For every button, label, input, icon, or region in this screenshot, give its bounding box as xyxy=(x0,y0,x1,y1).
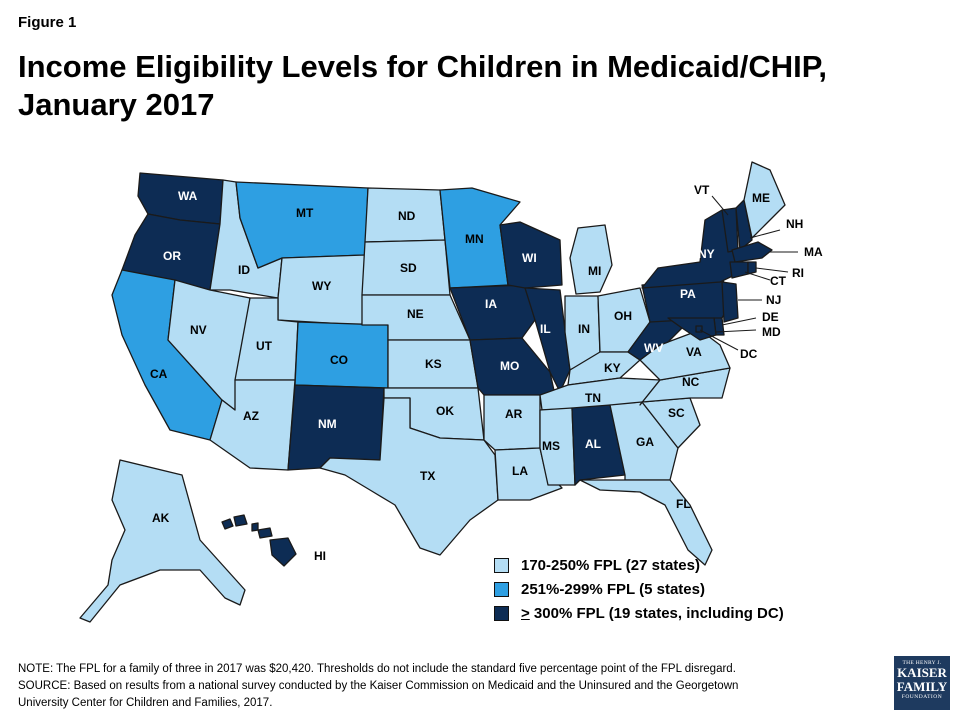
label-ID: ID xyxy=(238,263,250,277)
label-SD: SD xyxy=(400,261,417,275)
label-OK: OK xyxy=(436,404,454,418)
label-AL: AL xyxy=(585,437,601,451)
label-OR: OR xyxy=(163,249,181,263)
state-HI xyxy=(221,514,297,567)
label-CA: CA xyxy=(150,367,168,381)
state-NJ xyxy=(721,281,739,323)
logo-line-4: FOUNDATION xyxy=(901,694,943,700)
label-CT: CT xyxy=(770,274,787,288)
legend-swatch-light xyxy=(494,557,509,573)
state-MS xyxy=(539,407,576,486)
state-NH xyxy=(735,199,753,251)
footnote: NOTE: The FPL for a family of three in 2… xyxy=(18,661,878,712)
label-WA: WA xyxy=(178,189,198,203)
label-LA: LA xyxy=(512,464,528,478)
label-IA: IA xyxy=(485,297,497,311)
label-MS: MS xyxy=(542,439,560,453)
label-GA: GA xyxy=(636,435,654,449)
label-ND: ND xyxy=(398,209,416,223)
legend: 170-250% FPL (27 states) 251%-299% FPL (… xyxy=(494,553,784,625)
label-NM: NM xyxy=(318,417,337,431)
label-OH: OH xyxy=(614,309,632,323)
label-KY: KY xyxy=(604,361,621,375)
label-TN: TN xyxy=(585,391,601,405)
label-WI: WI xyxy=(522,251,537,265)
label-FL: FL xyxy=(676,497,691,511)
label-RI: RI xyxy=(792,266,804,280)
legend-item-medium: 251%-299% FPL (5 states) xyxy=(494,577,784,601)
legend-symbol-dark: > xyxy=(521,604,530,622)
logo-line-3: FAMILY xyxy=(896,679,948,694)
label-DE: DE xyxy=(762,310,779,324)
title-line-1: Income Eligibility Levels for Children i… xyxy=(18,49,828,84)
state-MD xyxy=(667,317,717,341)
label-ME: ME xyxy=(752,191,770,205)
label-CO: CO xyxy=(330,353,348,367)
label-AK: AK xyxy=(152,511,170,525)
label-NE: NE xyxy=(407,307,424,321)
label-AZ: AZ xyxy=(243,409,259,423)
state-AL xyxy=(571,404,626,486)
state-FL xyxy=(579,479,713,566)
label-SC: SC xyxy=(668,406,685,420)
label-IL: IL xyxy=(540,322,551,336)
label-HI: HI xyxy=(314,549,326,563)
figure-label: Figure 1 xyxy=(18,14,77,31)
legend-label-dark: 300% FPL (19 states, including DC) xyxy=(529,604,784,622)
label-MA: MA xyxy=(804,245,823,259)
label-MO: MO xyxy=(500,359,519,373)
state-CT xyxy=(729,261,749,279)
state-labels: WA OR CA ID NV MT WY UT AZ CO NM ND SD N… xyxy=(150,183,823,563)
state-MA xyxy=(731,241,773,263)
label-NJ: NJ xyxy=(766,293,781,307)
label-NH: NH xyxy=(786,217,803,231)
legend-swatch-dark xyxy=(494,605,509,621)
label-WV: WV xyxy=(644,341,663,355)
title-line-2: January 2017 xyxy=(18,87,215,122)
label-NY: NY xyxy=(698,247,715,261)
source-line-2: University Center for Children and Famil… xyxy=(18,697,273,709)
label-MN: MN xyxy=(465,232,484,246)
state-AR xyxy=(483,394,541,451)
legend-swatch-medium xyxy=(494,581,509,597)
logo-line-2: KAISER xyxy=(897,665,947,680)
label-IN: IN xyxy=(578,322,590,336)
state-ME xyxy=(743,161,786,239)
state-RI xyxy=(747,261,757,275)
label-TX: TX xyxy=(420,469,435,483)
label-KS: KS xyxy=(425,357,442,371)
label-PA: PA xyxy=(680,287,696,301)
label-WY: WY xyxy=(312,279,331,293)
legend-item-light: 170-250% FPL (27 states) xyxy=(494,553,784,577)
legend-label-medium: 251%-299% FPL (5 states) xyxy=(521,580,705,598)
label-MI: MI xyxy=(588,264,601,278)
legend-label-light: 170-250% FPL (27 states) xyxy=(521,556,700,574)
state-MI xyxy=(569,224,613,295)
us-map: WA OR CA ID NV MT WY UT AZ CO NM ND SD N… xyxy=(79,161,823,623)
label-UT: UT xyxy=(256,339,273,353)
source-line-1: SOURCE: Based on results from a national… xyxy=(18,680,739,692)
label-VA: VA xyxy=(686,345,702,359)
state-WI xyxy=(499,221,563,289)
label-NC: NC xyxy=(682,375,700,389)
label-MD: MD xyxy=(762,325,781,339)
legend-item-dark: > 300% FPL (19 states, including DC) xyxy=(494,601,784,625)
note-line-1: NOTE: The FPL for a family of three in 2… xyxy=(18,663,736,675)
state-TX xyxy=(319,397,499,556)
label-MT: MT xyxy=(296,206,314,220)
label-NV: NV xyxy=(190,323,207,337)
label-VT: VT xyxy=(694,183,710,197)
label-DC: DC xyxy=(740,347,758,361)
logo-line-1: THE HENRY J. xyxy=(902,660,942,666)
page-title: Income Eligibility Levels for Children i… xyxy=(18,48,918,124)
label-AR: AR xyxy=(505,407,523,421)
kff-logo: THE HENRY J. KAISER FAMILY FOUNDATION xyxy=(894,656,950,710)
state-AK xyxy=(79,459,246,623)
